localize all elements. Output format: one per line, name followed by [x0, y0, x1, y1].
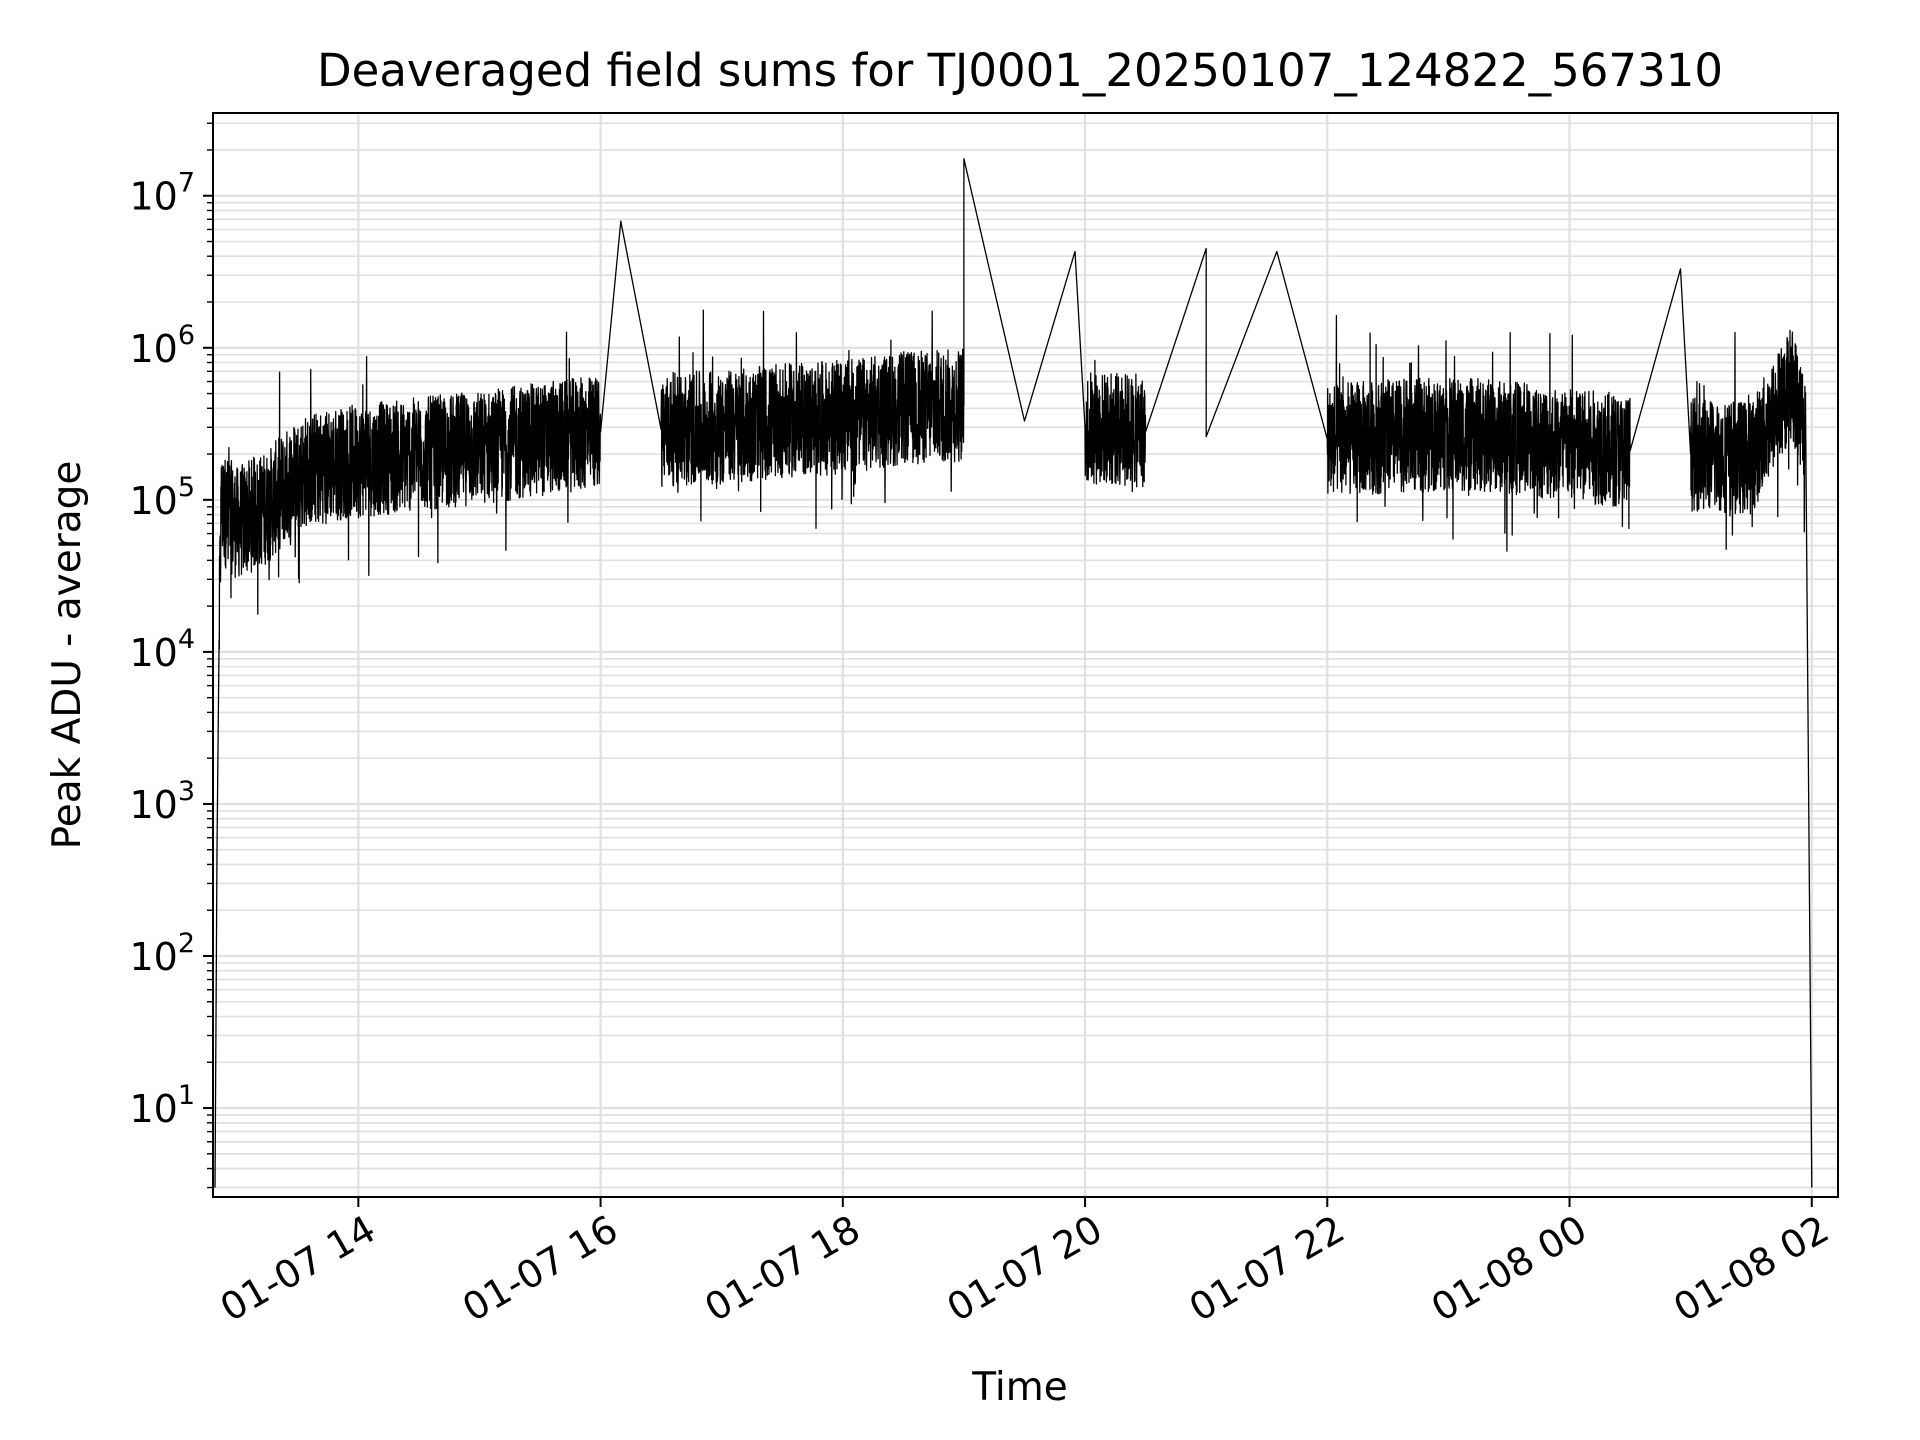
- x-axis-label: Time: [971, 1365, 1067, 1410]
- y-tick-label: 103: [129, 776, 195, 827]
- y-tick-label: 106: [129, 320, 195, 371]
- y-tick-label: 104: [129, 624, 195, 675]
- y-tick-label: 101: [129, 1080, 195, 1131]
- y-tick-label: 105: [129, 472, 195, 523]
- grid-major: [213, 113, 1838, 1197]
- y-axis-label: Peak ADU - average: [45, 461, 90, 850]
- y-tick-label: 107: [129, 168, 195, 219]
- grid-minor: [207, 122, 1838, 1189]
- chart-title: Deaveraged field sums for TJ0001_2025010…: [317, 44, 1723, 97]
- series-layer: [214, 158, 1813, 1188]
- series-line: [214, 158, 1813, 1188]
- plot-frame: [212, 112, 1839, 1198]
- y-tick-label: 102: [129, 928, 195, 979]
- y-axis-ticks: 101 102 103 104 105 106 107: [129, 168, 213, 1131]
